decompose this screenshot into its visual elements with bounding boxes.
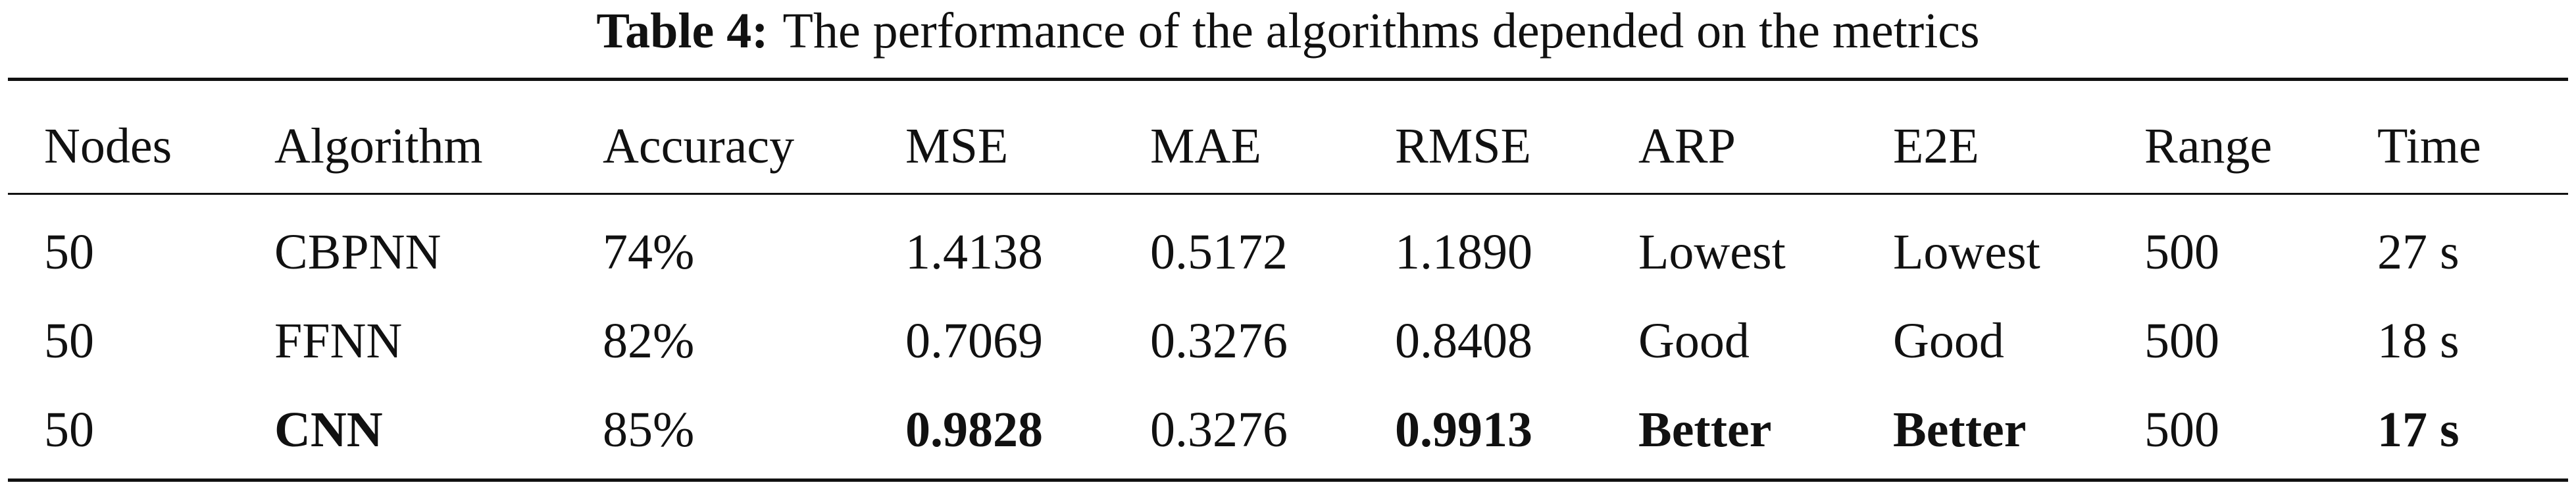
table-cell: 0.5172 xyxy=(1150,224,1288,280)
table-cell: Good xyxy=(1893,313,2004,369)
bottom-rule xyxy=(8,478,2568,482)
header-cell: Time xyxy=(2377,118,2481,174)
table-cell: 50 xyxy=(44,313,94,369)
table-cell: 74% xyxy=(603,224,695,280)
table-cell: 85% xyxy=(603,402,695,457)
table-cell: Good xyxy=(1638,313,1750,369)
top-rule xyxy=(8,78,2568,81)
table-cell: 1.1890 xyxy=(1395,224,1532,280)
table-cell: 0.7069 xyxy=(905,313,1043,369)
table-cell: 0.3276 xyxy=(1150,402,1288,457)
header-cell: MSE xyxy=(905,118,1009,174)
table-cell: 0.9913 xyxy=(1395,402,1532,457)
table-cell: 1.4138 xyxy=(905,224,1043,280)
table-cell: 17 s xyxy=(2377,402,2460,457)
table-cell: Better xyxy=(1638,402,1772,457)
table-cell: 500 xyxy=(2144,402,2219,457)
header-cell: Nodes xyxy=(44,118,172,174)
table-cell: 18 s xyxy=(2377,313,2460,369)
header-cell: MAE xyxy=(1150,118,1261,174)
table-cell: FFNN xyxy=(274,313,403,369)
table-cell: 27 s xyxy=(2377,224,2460,280)
header-cell: RMSE xyxy=(1395,118,1531,174)
table-cell: 0.8408 xyxy=(1395,313,1532,369)
table-cell: 50 xyxy=(44,224,94,280)
mid-rule xyxy=(8,193,2568,195)
table-cell: Lowest xyxy=(1893,224,2040,280)
header-cell: Algorithm xyxy=(274,118,483,174)
table-cell: 82% xyxy=(603,313,695,369)
header-cell: Accuracy xyxy=(603,118,795,174)
table-cell: CBPNN xyxy=(274,224,442,280)
caption: Table 4: The performance of the algorithm… xyxy=(0,1,2576,61)
table-cell: 50 xyxy=(44,402,94,457)
header-cell: Range xyxy=(2144,118,2273,174)
table-cell: 0.3276 xyxy=(1150,313,1288,369)
table-cell: 0.9828 xyxy=(905,402,1043,457)
table-cell: 500 xyxy=(2144,224,2219,280)
header-cell: E2E xyxy=(1893,118,1979,174)
table-cell: Better xyxy=(1893,402,2027,457)
table-cell: Lowest xyxy=(1638,224,1786,280)
header-cell: ARP xyxy=(1638,118,1736,174)
caption-label: Table 4: xyxy=(596,3,769,59)
table-cell: 500 xyxy=(2144,313,2219,369)
caption-text: The performance of the algorithms depend… xyxy=(782,3,1980,59)
table-cell: CNN xyxy=(274,402,383,457)
